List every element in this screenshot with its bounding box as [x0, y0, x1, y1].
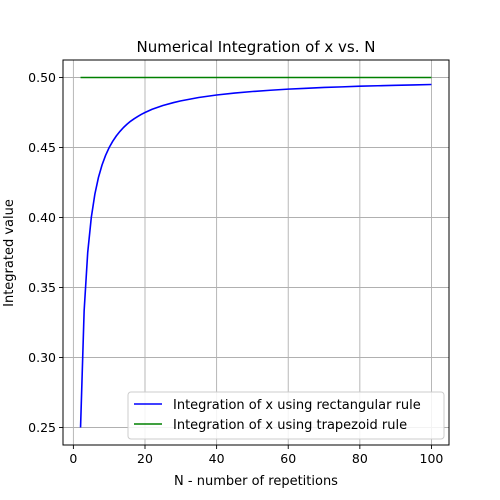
- legend: Integration of x using rectangular rule …: [127, 391, 445, 440]
- y-tick-label: 0.45: [28, 140, 56, 155]
- x-tick-label: 100: [420, 451, 444, 466]
- y-tick-label: 0.25: [28, 420, 56, 435]
- grid-layer: [63, 60, 449, 445]
- plot-frame: [62, 59, 450, 446]
- y-tick-label: 0.35: [28, 280, 56, 295]
- x-tick-label: 20: [137, 451, 153, 466]
- x-tick-label: 80: [352, 451, 368, 466]
- x-tick-label: 0: [69, 451, 77, 466]
- x-tick-label: 60: [280, 451, 296, 466]
- series-layer: [79, 76, 432, 428]
- series-line-rectangular: [79, 83, 432, 428]
- chart-title: Numerical Integration of x vs. N: [136, 38, 375, 56]
- legend-label-rectangular: Integration of x using rectangular rule: [173, 398, 421, 413]
- y-axis-label: Integrated value: [2, 199, 17, 307]
- legend-box: [127, 391, 445, 440]
- y-tick-label: 0.50: [28, 70, 56, 85]
- legend-label-trapezoid: Integration of x using trapezoid rule: [173, 418, 407, 433]
- x-tick-label: 40: [209, 451, 225, 466]
- y-tick-label: 0.30: [28, 350, 56, 365]
- tick-layer: 0 20 40 60 80 100 0.25 0.30 0.35 0.40 0.45 0.50: [28, 70, 443, 466]
- x-axis-label: N - number of repetitions: [174, 474, 338, 489]
- y-tick-label: 0.40: [28, 210, 56, 225]
